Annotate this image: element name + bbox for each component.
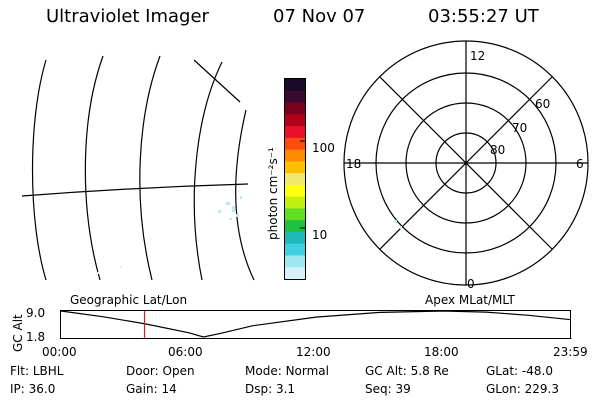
colorbar-segment	[285, 267, 305, 280]
colorbar-segment	[285, 102, 305, 115]
xtick-00-00: 00:00	[42, 345, 77, 359]
info-ip: IP: 36.0	[10, 382, 56, 396]
colorbar-segment	[285, 255, 305, 268]
colorbar-unit-label: photon cm⁻²s⁻¹	[266, 147, 280, 240]
map-meridian-line	[31, 59, 47, 281]
time-label: 03:55:27 UT	[428, 6, 539, 27]
orbit-altitude-line	[60, 310, 572, 338]
colorbar-segment	[285, 231, 305, 245]
polar-diagonal	[379, 76, 553, 250]
info-glon: GLon: 229.3	[486, 382, 559, 396]
plot-ylabel: GC Alt	[11, 314, 25, 352]
colorbar-segment	[285, 114, 305, 127]
lat-label-80: 80	[490, 143, 505, 157]
mlt-label-bottom: 0	[467, 277, 475, 291]
orbit-altitude-plot	[60, 310, 572, 339]
info-mode: Mode: Normal	[245, 364, 329, 378]
mlt-label-right: 6	[576, 157, 584, 171]
plot-ytick-top: 9.0	[26, 306, 46, 320]
colorbar-segment	[285, 243, 305, 256]
colorbar-segment	[285, 149, 305, 162]
map-meridian-line	[193, 61, 223, 281]
mlt-label-left: 18	[346, 157, 361, 171]
info-dsp: Dsp: 3.1	[245, 382, 296, 396]
colorbar-segment	[285, 208, 305, 221]
apex-label: Apex MLat/MLT	[425, 293, 515, 307]
colorbar-frame	[284, 78, 306, 280]
map-parallel-line	[193, 59, 241, 103]
info-glat: GLat: -48.0	[486, 364, 553, 378]
xtick-18-00: 18:00	[424, 345, 459, 359]
aurora-emission	[218, 196, 242, 220]
xtick-06-00: 06:00	[168, 345, 203, 359]
colorbar-segment	[285, 161, 305, 174]
map-meridian-line	[235, 109, 255, 281]
info-flt: Flt: LBHL	[10, 364, 64, 378]
plot-ytick-bottom: 1.8	[26, 330, 46, 344]
colorbar-segment	[285, 220, 305, 233]
geographic-label: Geographic Lat/Lon	[70, 293, 188, 307]
colorbar-segment	[285, 173, 305, 186]
info-seq: Seq: 39	[365, 382, 411, 396]
polar-mlt-plot: 12 18 6 0 60 70 80	[343, 40, 589, 291]
colorbar-tick-100: 100	[312, 141, 335, 155]
date-label: 07 Nov 07	[273, 6, 366, 27]
map-meridian-line	[84, 55, 104, 281]
info-door: Door: Open	[126, 364, 195, 378]
lat-label-70: 70	[512, 121, 527, 135]
info-gain: Gain: 14	[126, 382, 177, 396]
mlt-label-top: 12	[470, 49, 485, 63]
plot-frame	[60, 310, 571, 339]
colorbar-segment	[285, 196, 305, 209]
map-parallel-line	[21, 183, 249, 197]
colorbar-segment	[285, 126, 305, 139]
color-scale-bar	[284, 78, 306, 280]
map-meridian-line	[139, 55, 161, 281]
colorbar-segment	[285, 90, 305, 104]
xtick-23-59: 23:59	[553, 345, 588, 359]
lat-label-60: 60	[535, 97, 550, 111]
xtick-12-00: 12:00	[296, 345, 331, 359]
colorbar-segment	[285, 137, 305, 151]
colorbar-tick-10: 10	[312, 228, 328, 242]
colorbar-segment	[285, 184, 305, 198]
instrument-title: Ultraviolet Imager	[46, 6, 209, 27]
colorbar-segment	[285, 79, 305, 92]
info-gc-alt: GC Alt: 5.8 Re	[365, 364, 449, 378]
